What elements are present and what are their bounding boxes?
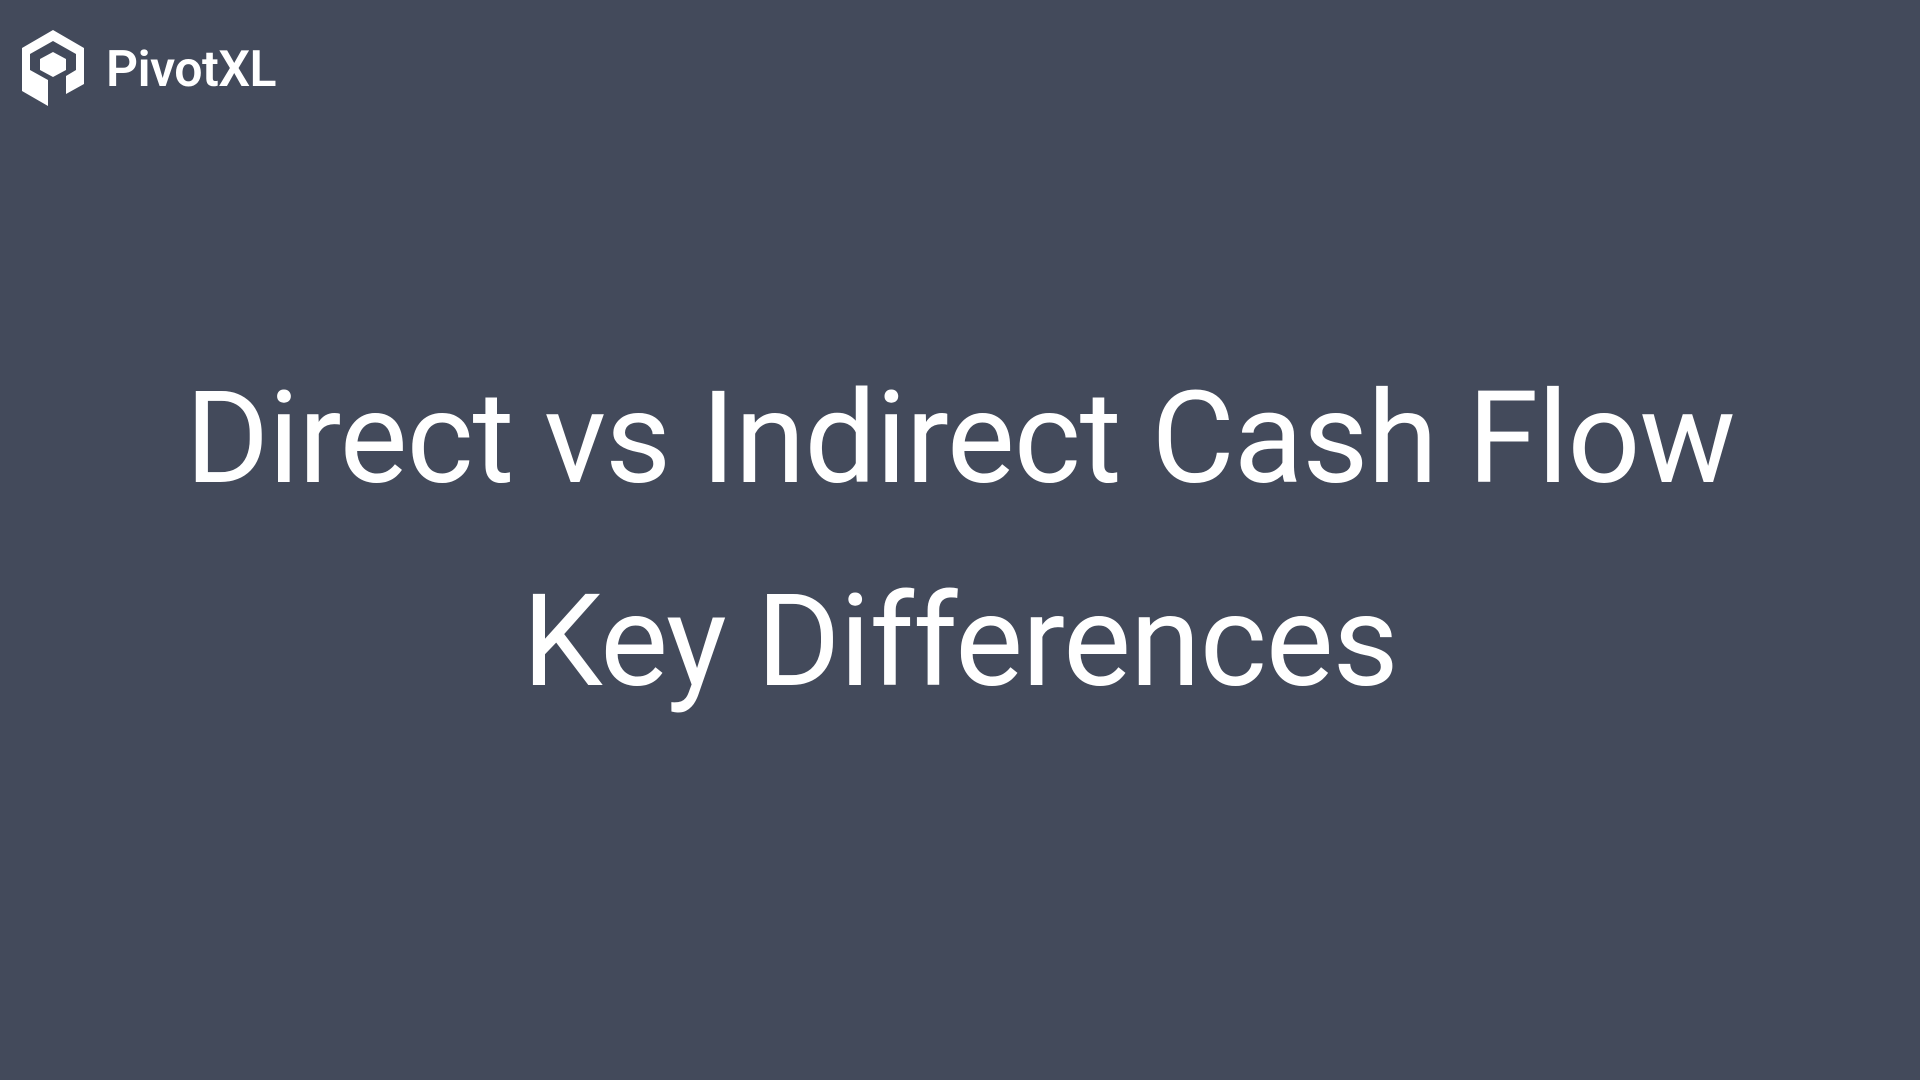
slide-title-line1: Direct vs Indirect Cash Flow [185, 375, 1734, 503]
slide-title-line2: Key Differences [522, 578, 1397, 706]
slide-content: Direct vs Indirect Cash Flow Key Differe… [0, 0, 1920, 1080]
